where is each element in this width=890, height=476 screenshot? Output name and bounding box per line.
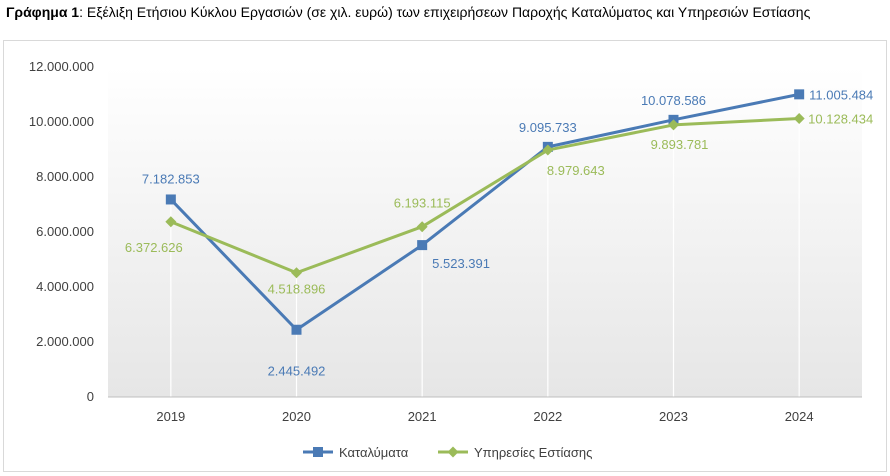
data-point bbox=[794, 89, 805, 100]
x-tick-label: 2023 bbox=[659, 409, 688, 424]
y-tick-label: 10.000.000 bbox=[29, 114, 94, 129]
data-label: 4.518.896 bbox=[268, 282, 326, 297]
y-tick-label: 6.000.000 bbox=[36, 224, 94, 239]
x-tick-label: 2021 bbox=[408, 409, 437, 424]
data-label: 10.128.434 bbox=[808, 111, 873, 126]
legend-label: Υπηρεσίες Εστίασης bbox=[474, 445, 592, 460]
x-tick-label: 2020 bbox=[282, 409, 311, 424]
data-label: 10.078.586 bbox=[641, 93, 706, 108]
y-tick-label: 8.000.000 bbox=[36, 169, 94, 184]
legend-label: Καταλύματα bbox=[339, 445, 409, 460]
legend-marker bbox=[447, 446, 459, 458]
data-label: 11.005.484 bbox=[809, 87, 873, 102]
series-line bbox=[170, 116, 800, 275]
x-tick-label: 2024 bbox=[785, 409, 814, 424]
data-point bbox=[542, 144, 554, 156]
data-point bbox=[165, 194, 176, 205]
data-point bbox=[165, 216, 177, 228]
data-label: 9.893.781 bbox=[651, 137, 709, 152]
data-label: 2.445.492 bbox=[268, 364, 326, 379]
data-point bbox=[793, 112, 805, 124]
caption-text: : Εξέλιξη Ετήσιου Κύκλου Εργασιών (σε χι… bbox=[79, 4, 811, 20]
data-label: 6.193.115 bbox=[394, 196, 451, 211]
chart-caption: Γράφημα 1: Εξέλιξη Ετήσιου Κύκλου Εργασι… bbox=[6, 4, 886, 20]
x-tick-label: 2019 bbox=[156, 409, 185, 424]
data-point bbox=[291, 324, 302, 335]
data-label: 8.979.643 bbox=[547, 163, 605, 178]
data-label: 5.523.391 bbox=[432, 256, 490, 271]
y-tick-label: 0 bbox=[87, 389, 94, 404]
x-tick-label: 2022 bbox=[533, 409, 562, 424]
y-tick-label: 2.000.000 bbox=[36, 334, 94, 349]
data-label: 6.372.626 bbox=[125, 240, 183, 255]
data-point bbox=[668, 119, 679, 131]
data-point bbox=[416, 221, 428, 233]
caption-label: Γράφημα 1 bbox=[6, 4, 80, 20]
legend-marker bbox=[313, 447, 323, 457]
series-line bbox=[169, 92, 800, 332]
plot-background bbox=[108, 67, 862, 397]
y-tick-label: 12.000.000 bbox=[29, 59, 94, 74]
data-label: 7.182.853 bbox=[142, 171, 200, 186]
data-point bbox=[291, 267, 302, 279]
data-point bbox=[417, 240, 428, 251]
y-tick-label: 4.000.000 bbox=[36, 279, 94, 294]
data-label: 9.095.733 bbox=[519, 120, 577, 135]
